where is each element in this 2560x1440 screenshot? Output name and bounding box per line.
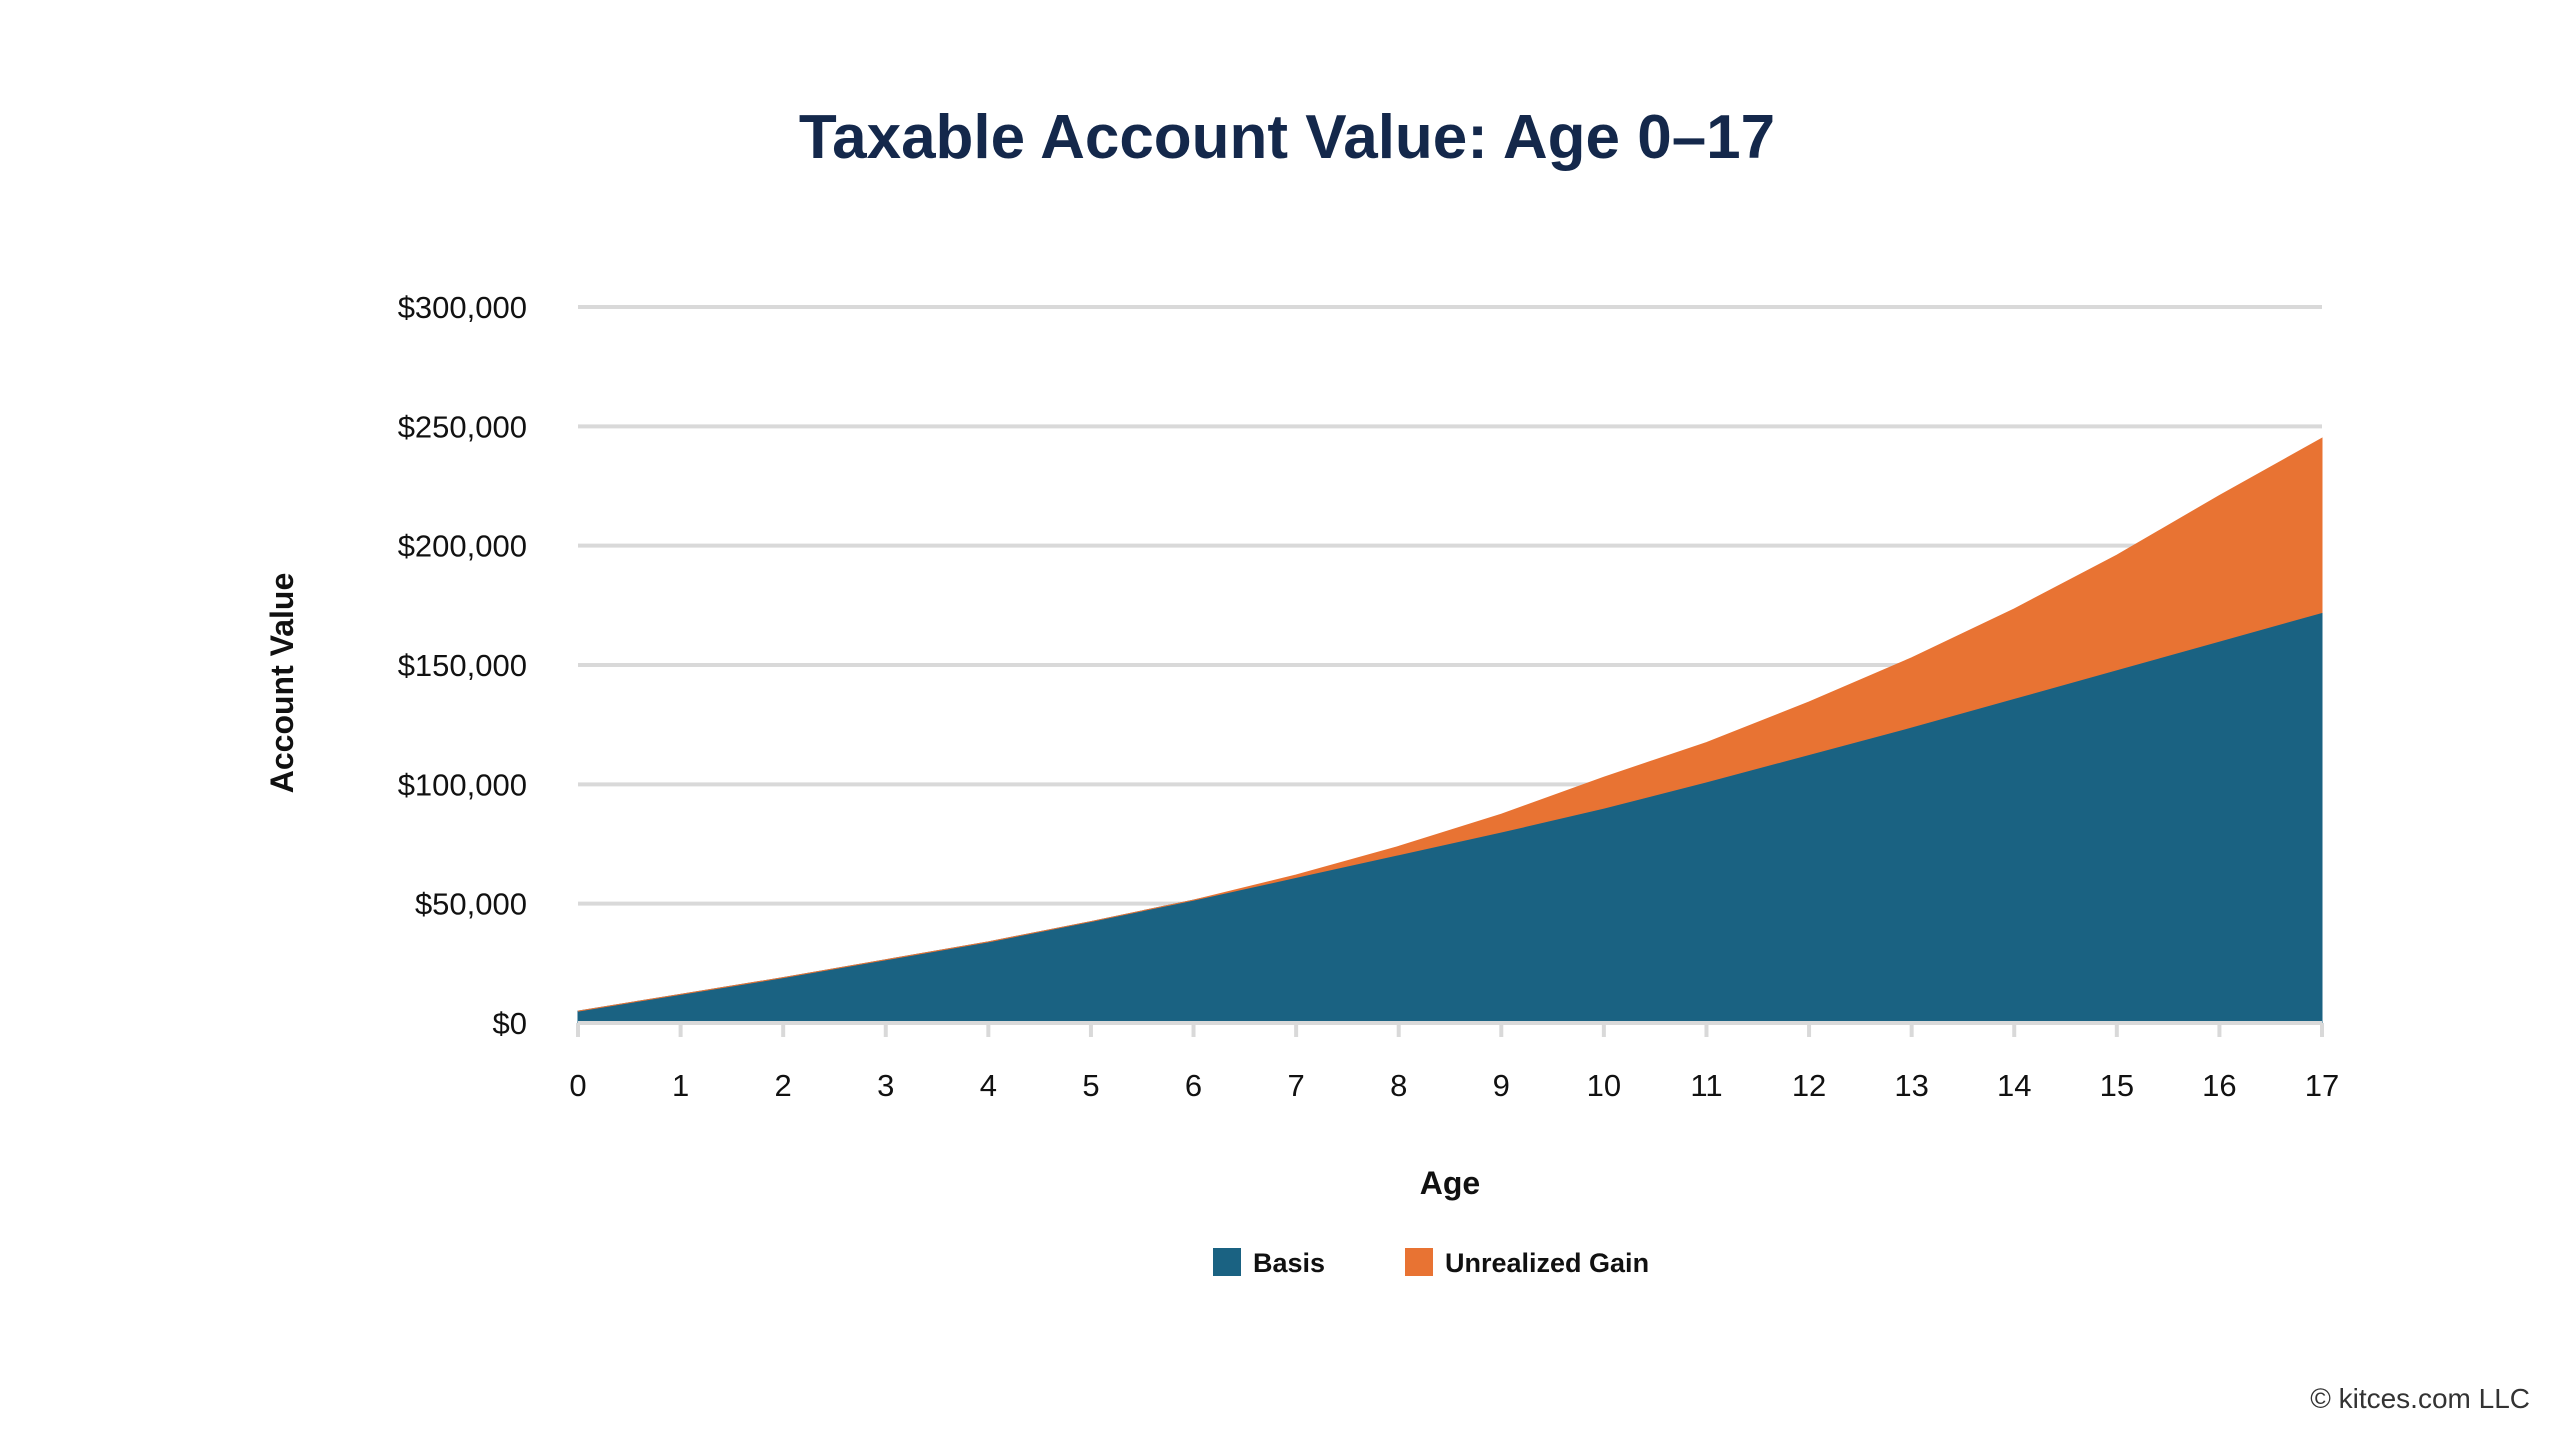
x-tick-label-17: 17 <box>2305 1068 2339 1103</box>
x-tick-label-3: 3 <box>877 1068 894 1103</box>
y-tick-label-3: $150,000 <box>398 648 527 683</box>
y-tick-label-6: $300,000 <box>398 290 527 325</box>
y-tick-label-1: $50,000 <box>415 887 527 922</box>
legend-swatch-basis <box>1213 1248 1241 1276</box>
area-unrealized-gain <box>577 437 2323 1012</box>
x-tick-label-1: 1 <box>672 1068 689 1103</box>
x-tick-label-4: 4 <box>980 1068 997 1103</box>
legend: Basis Unrealized Gain <box>1213 1248 1649 1278</box>
y-axis-tick-labels: $0 $50,000 $100,000 $150,000 $200,000 $250,00… <box>398 290 527 1041</box>
area-layer <box>577 437 2323 1024</box>
legend-label-unrealized-gain: Unrealized Gain <box>1445 1248 1649 1278</box>
x-tick-label-2: 2 <box>775 1068 792 1103</box>
y-tick-label-0: $0 <box>493 1006 527 1041</box>
x-axis <box>576 1021 2324 1037</box>
copyright-credit: © kitces.com LLC <box>2310 1383 2530 1414</box>
x-tick-label-16: 16 <box>2202 1068 2236 1103</box>
y-axis-label: Account Value <box>264 573 300 794</box>
x-tick-label-9: 9 <box>1493 1068 1510 1103</box>
y-tick-label-2: $100,000 <box>398 767 527 802</box>
x-tick-label-14: 14 <box>1997 1068 2031 1103</box>
x-tick-label-13: 13 <box>1894 1068 1928 1103</box>
x-tick-label-7: 7 <box>1287 1068 1304 1103</box>
y-tick-label-4: $200,000 <box>398 529 527 564</box>
x-tick-label-8: 8 <box>1390 1068 1407 1103</box>
x-tick-label-12: 12 <box>1792 1068 1826 1103</box>
y-tick-label-5: $250,000 <box>398 409 527 444</box>
legend-swatch-unrealized-gain <box>1405 1248 1433 1276</box>
x-tick-label-15: 15 <box>2100 1068 2134 1103</box>
x-tick-label-11: 11 <box>1690 1068 1722 1103</box>
x-tick-label-5: 5 <box>1082 1068 1099 1103</box>
x-tick-label-0: 0 <box>569 1068 586 1103</box>
legend-label-basis: Basis <box>1253 1248 1325 1278</box>
x-axis-tick-labels: 0 1 2 3 4 5 6 7 8 9 10 11 12 13 14 15 16 17 <box>569 1068 2339 1103</box>
x-axis-label: Age <box>1420 1165 1480 1201</box>
x-tick-label-10: 10 <box>1587 1068 1621 1103</box>
chart-title: Taxable Account Value: Age 0–17 <box>799 103 1775 172</box>
x-tick-label-6: 6 <box>1185 1068 1202 1103</box>
